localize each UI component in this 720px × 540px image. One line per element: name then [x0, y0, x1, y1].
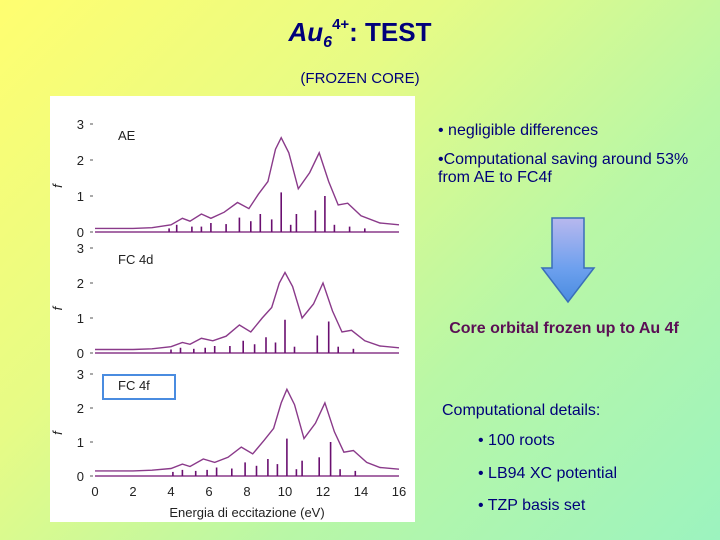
x-tick-label: 16 [392, 484, 406, 499]
x-tick-label: 2 [129, 484, 136, 499]
spectrum-curve [95, 136, 400, 230]
title-superscript: 4+ [332, 16, 350, 33]
y-axis-label: f [50, 305, 65, 310]
y-tick-label: 0 [77, 346, 84, 361]
x-axis-label: Energia di eccitazione (eV) [169, 505, 324, 520]
y-tick-label: 2 [77, 153, 84, 168]
y-tick-label: 0 [77, 469, 84, 484]
y-axis-label: f [50, 430, 65, 435]
y-tick-label: 1 [77, 435, 84, 450]
slide-subtitle: (FROZEN CORE) [300, 70, 420, 87]
panel-label: AE [118, 128, 136, 143]
detail-xc-potential: • LB94 XC potential [478, 465, 618, 482]
spectra-figure: 0 1 2 3 f AE 0 1 2 3 f FC 4d 0 1 2 3 f FC 4f 0 2 4 6 8 10 12 14 16… [50, 96, 415, 522]
y-tick-label: 1 [77, 189, 84, 204]
x-tick-label: 0 [91, 484, 98, 499]
x-tick-label: 12 [316, 484, 330, 499]
y-tick-label: 3 [77, 241, 84, 256]
title-subscript: 6 [323, 34, 333, 51]
details-heading: Computational details: [442, 402, 601, 419]
y-tick-label: 3 [77, 367, 84, 382]
title-base: Au [288, 17, 324, 47]
core-orbital-note: Core orbital frozen up to Au 4f [449, 320, 679, 337]
y-tick-label: 1 [77, 311, 84, 326]
panel-label: FC 4f [118, 378, 150, 393]
x-tick-label: 8 [243, 484, 250, 499]
detail-roots: • 100 roots [478, 432, 555, 449]
x-tick-label: 10 [278, 484, 292, 499]
panel-label: FC 4d [118, 252, 153, 267]
title-rest: : TEST [349, 17, 432, 47]
y-axis-label: f [50, 183, 65, 188]
bullet-negligible: • negligible differences [438, 122, 599, 139]
x-tick-label: 6 [205, 484, 212, 499]
detail-basis-set: • TZP basis set [478, 497, 586, 514]
y-tick-label: 3 [77, 117, 84, 132]
bullet-saving: •Computational saving around 53% from AE… [438, 151, 689, 186]
x-tick-label: 14 [354, 484, 368, 499]
slide-title: Au64+: TEST [0, 16, 720, 52]
x-tick-label: 4 [167, 484, 174, 499]
down-arrow-icon [540, 217, 596, 304]
y-tick-label: 2 [77, 401, 84, 416]
spectrum-curve [95, 271, 400, 351]
y-tick-label: 0 [77, 225, 84, 240]
spectrum-curve [95, 387, 400, 472]
y-tick-label: 2 [77, 276, 84, 291]
panel-label-frame [102, 374, 176, 400]
